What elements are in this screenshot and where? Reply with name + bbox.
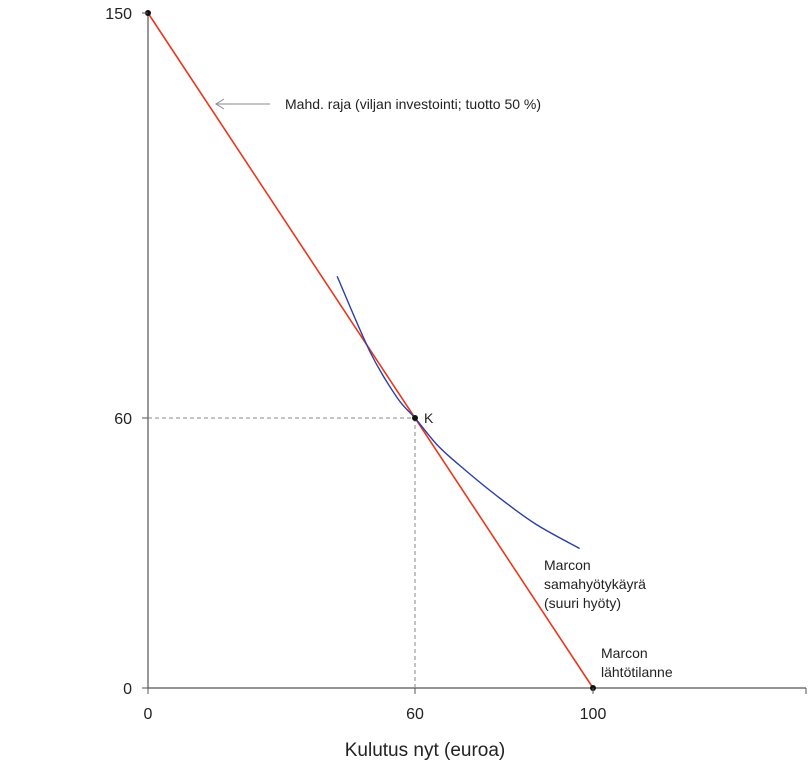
y-tick-label-60: 60 (114, 411, 132, 428)
x-axis-label: Kulutus nyt (euroa) (345, 740, 506, 761)
series-indifference-curve (336, 275, 580, 550)
start-annotation-line-2: lähtötilanne (601, 664, 673, 680)
x-tick-label-100: 100 (580, 706, 607, 723)
frontier-annotation: Mahd. raja (viljan investointi; tuotto 5… (285, 96, 541, 112)
start-annotation: Marcon lähtötilanne (601, 645, 673, 680)
indifference-annotation-line-1: Marcon (544, 557, 591, 573)
y-tick-label-150: 150 (105, 6, 132, 23)
point-k-label: K (424, 410, 434, 426)
x-tick-label-0: 0 (144, 706, 153, 723)
frontier-annotation-arrowhead (215, 98, 225, 110)
start-annotation-line-1: Marcon (601, 645, 648, 661)
series-frontier-line (147, 12, 594, 689)
y-tick-label-0: 0 (123, 681, 132, 698)
indifference-annotation: Marcon samahyötykäyrä (suuri hyöty) (544, 557, 650, 611)
indifference-annotation-line-3: (suuri hyöty) (544, 595, 621, 611)
ticks-layer: 0 60 100 0 60 150 (105, 6, 606, 723)
x-tick-label-60: 60 (406, 706, 424, 723)
point-k (412, 415, 418, 421)
indifference-annotation-line-2: samahyötykäyrä (544, 576, 646, 592)
